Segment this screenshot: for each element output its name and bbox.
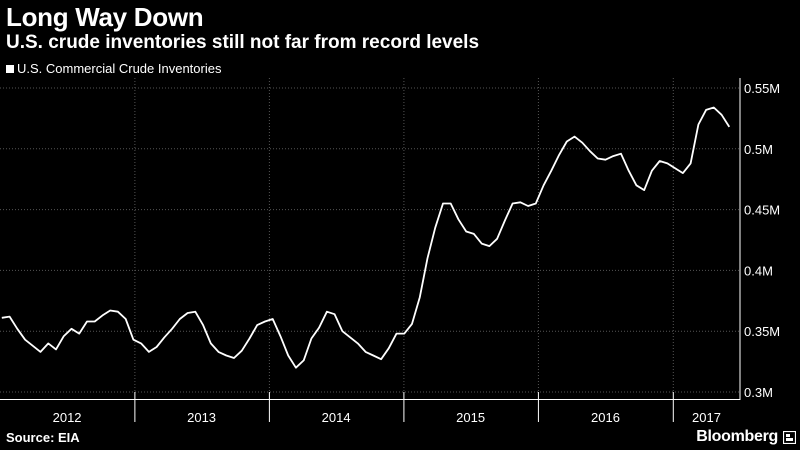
y-tick-label: 0.3M bbox=[744, 385, 773, 400]
x-tick-label: 2017 bbox=[692, 410, 721, 425]
y-tick-label: 0.45M bbox=[744, 203, 780, 218]
x-tick-label: 2013 bbox=[187, 410, 216, 425]
y-tick-label: 0.35M bbox=[744, 324, 780, 339]
x-tick-label: 2012 bbox=[53, 410, 82, 425]
chart-subtitle: U.S. crude inventories still not far fro… bbox=[6, 32, 480, 53]
terminal-icon bbox=[783, 431, 796, 444]
x-tick-label: 2015 bbox=[456, 410, 485, 425]
source-note: Source: EIA bbox=[6, 430, 80, 445]
x-tick-label: 2014 bbox=[322, 410, 351, 425]
y-tick-label: 0.55M bbox=[744, 81, 780, 96]
chart-title: Long Way Down bbox=[6, 2, 204, 32]
legend: U.S. Commercial Crude Inventories bbox=[6, 61, 221, 76]
brand-logo: Bloomberg bbox=[696, 428, 778, 445]
y-tick-label: 0.5M bbox=[744, 142, 773, 157]
x-tick-label: 2016 bbox=[591, 410, 620, 425]
y-tick-label: 0.4M bbox=[744, 263, 773, 278]
series-line bbox=[1, 106, 731, 369]
legend-swatch bbox=[6, 64, 14, 73]
legend-label: U.S. Commercial Crude Inventories bbox=[17, 61, 222, 76]
